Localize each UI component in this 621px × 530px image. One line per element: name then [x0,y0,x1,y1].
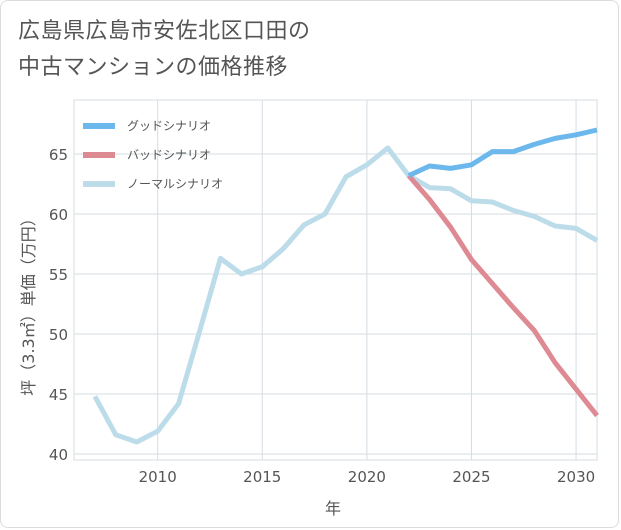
series-lines [92,127,599,445]
y-tick-label: 45 [49,386,68,404]
y-tick-label: 60 [49,206,68,224]
x-axis-label: 年 [325,499,341,518]
x-tick-labels: 2010 2015 2020 2025 2030 [139,468,596,486]
legend-label: グッドシナリオ [127,119,211,133]
title-line-2: 中古マンションの価格推移 [18,55,289,80]
x-tick-label: 2020 [348,468,386,486]
y-axis-label: 坪（3.3㎡）単価（万円） [19,210,38,395]
legend-label: ノーマルシナリオ [127,177,223,191]
legend-label: バッドシナリオ [127,148,211,162]
series-line-1 [406,173,599,418]
y-tick-label: 50 [49,326,68,344]
y-tick-label: 40 [49,446,68,464]
plot-frame [73,99,598,461]
series-line-2 [92,145,599,445]
series-line-0 [407,127,598,178]
y-tick-labels: 40 45 50 55 60 65 [49,146,68,464]
x-tick-label: 2010 [139,468,177,486]
x-tick-label: 2030 [557,468,595,486]
title-line-1: 広島県広島市安佐北区口田の [18,19,311,44]
x-tick-label: 2025 [452,468,490,486]
y-tick-label: 65 [49,146,68,164]
y-tick-label: 55 [49,266,68,284]
chart-title: 広島県広島市安佐北区口田の 中古マンションの価格推移 [18,14,438,86]
x-tick-label: 2015 [243,468,281,486]
